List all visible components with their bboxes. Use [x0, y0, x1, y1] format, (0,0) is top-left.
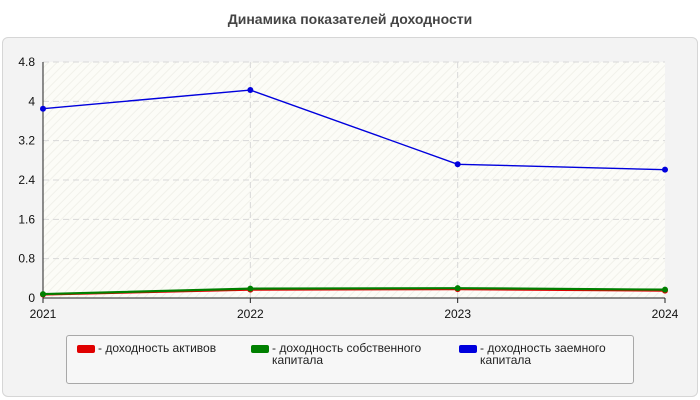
- data-point: [662, 286, 668, 293]
- data-point: [40, 105, 46, 112]
- legend-label-equity: - доходность собственного капитала: [272, 341, 422, 367]
- chart-title: Динамика показателей доходности: [227, 11, 473, 27]
- y-tick-label: 0.8: [18, 252, 35, 266]
- series-line-1: [42, 287, 666, 296]
- series-line-2: [42, 89, 666, 171]
- x-tick-label: 2021: [30, 307, 57, 321]
- y-tick-label: 3.2: [18, 134, 35, 148]
- legend-swatch-equity: [251, 345, 269, 353]
- y-tick-label: 0: [28, 291, 35, 305]
- legend-label-debt: - доходность заемного капитала: [480, 341, 606, 367]
- legend-swatch-assets: [77, 345, 95, 353]
- x-tick-label: 2024: [652, 307, 679, 321]
- data-point: [40, 291, 46, 298]
- legend-item-assets: - доходность активов: [77, 342, 248, 354]
- legend: - доходность активов - доходность собств…: [66, 335, 634, 384]
- data-point: [454, 161, 461, 168]
- legend-item-debt: - доходность заемного капитала: [459, 342, 630, 366]
- legend-item-equity: - доходность собственного капитала: [251, 342, 442, 366]
- data-point: [247, 87, 254, 94]
- y-tick-label: 1.6: [18, 212, 35, 226]
- legend-label-assets: - доходность активов: [98, 341, 217, 355]
- x-tick-label: 2023: [444, 307, 471, 321]
- data-point: [247, 285, 254, 292]
- data-point: [454, 285, 461, 292]
- x-tick-label: 2022: [237, 307, 264, 321]
- y-tick-label: 4: [28, 94, 35, 108]
- y-tick-label: 4.8: [18, 55, 35, 69]
- data-point: [662, 166, 668, 173]
- legend-swatch-debt: [459, 345, 477, 353]
- y-tick-label: 2.4: [18, 173, 35, 187]
